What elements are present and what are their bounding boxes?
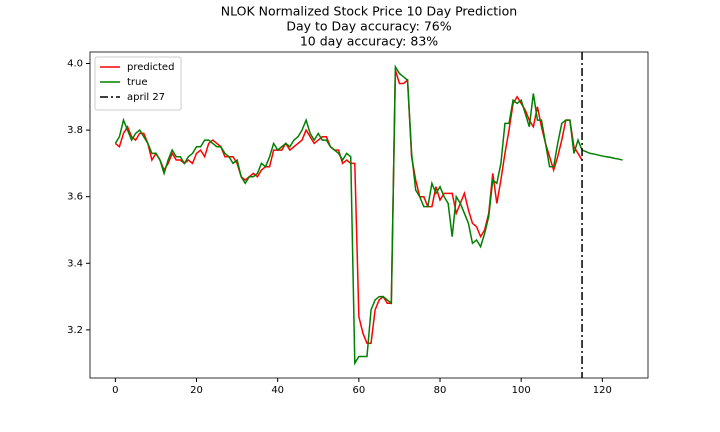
y-tick-label: 3.8	[67, 125, 83, 136]
x-tick-label: 60	[352, 385, 365, 396]
x-tick-label: 40	[271, 385, 284, 396]
chart-subtitle: 10 day accuracy: 83%	[300, 34, 438, 49]
legend-label: true	[127, 77, 148, 88]
x-tick-label: 80	[434, 385, 447, 396]
legend-label: predicted	[127, 62, 174, 73]
y-tick-label: 4.0	[67, 58, 83, 69]
x-tick-label: 20	[190, 385, 203, 396]
y-tick-label: 3.4	[67, 258, 83, 269]
series-line	[114, 64, 623, 366]
x-tick-label: 120	[593, 385, 612, 396]
legend-label: april 27	[127, 92, 165, 103]
y-tick-label: 3.2	[67, 325, 83, 336]
y-tick-label: 3.6	[67, 192, 83, 203]
chart-subtitle: Day to Day accuracy: 76%	[286, 19, 451, 34]
series-line	[114, 69, 583, 344]
chart-title: NLOK Normalized Stock Price 10 Day Predi…	[221, 4, 517, 19]
axes-frame	[89, 51, 649, 379]
x-tick-label: 0	[112, 385, 118, 396]
x-tick-label: 100	[512, 385, 531, 396]
